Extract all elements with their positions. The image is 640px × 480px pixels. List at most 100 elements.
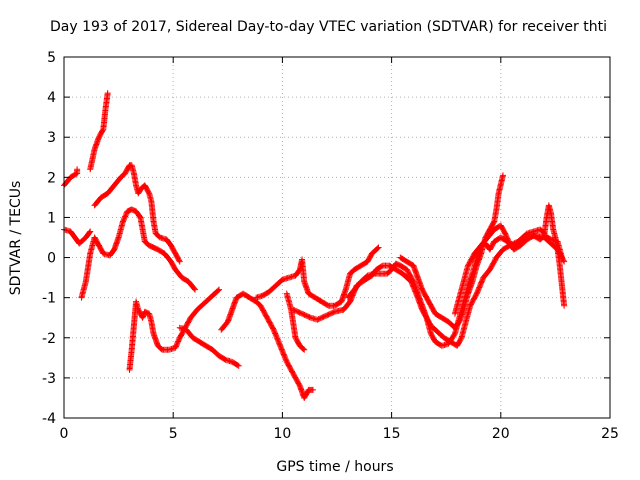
data-point bbox=[262, 312, 269, 319]
data-point bbox=[121, 215, 128, 222]
data-point bbox=[483, 236, 490, 243]
data-point bbox=[175, 338, 182, 345]
data-point bbox=[479, 277, 486, 284]
data-point bbox=[460, 279, 467, 286]
data-point bbox=[102, 191, 109, 198]
data-point bbox=[462, 320, 469, 327]
y-tick-label: 3 bbox=[47, 130, 56, 146]
data-point bbox=[503, 234, 510, 241]
data-point bbox=[115, 235, 122, 242]
data-point bbox=[470, 252, 477, 259]
data-point bbox=[99, 248, 106, 255]
data-point bbox=[130, 168, 137, 175]
data-point bbox=[295, 340, 302, 347]
data-point bbox=[233, 361, 240, 368]
data-point bbox=[300, 346, 307, 353]
x-tick-label: 20 bbox=[492, 426, 510, 442]
data-point bbox=[329, 309, 336, 316]
data-point bbox=[70, 232, 77, 239]
data-point bbox=[147, 197, 154, 204]
data-point bbox=[515, 238, 522, 245]
data-point bbox=[116, 176, 123, 183]
data-point bbox=[194, 337, 201, 344]
data-point bbox=[174, 339, 181, 346]
data-point bbox=[492, 256, 499, 263]
chart-title: Day 193 of 2017, Sidereal Day-to-day VTE… bbox=[50, 19, 607, 35]
data-point bbox=[422, 292, 429, 299]
data-point bbox=[349, 288, 356, 295]
data-point bbox=[500, 228, 507, 235]
data-point bbox=[99, 128, 106, 135]
data-point bbox=[485, 268, 492, 275]
data-point bbox=[336, 300, 343, 307]
data-point bbox=[132, 181, 139, 188]
data-point bbox=[109, 184, 116, 191]
y-tick-label: 2 bbox=[47, 170, 56, 186]
y-tick-label: 4 bbox=[47, 90, 56, 106]
data-point bbox=[457, 337, 464, 344]
data-point bbox=[367, 252, 374, 259]
data-point bbox=[401, 257, 408, 264]
data-point bbox=[82, 279, 89, 286]
data-point bbox=[166, 256, 173, 263]
data-point bbox=[504, 235, 511, 242]
data-point bbox=[150, 329, 157, 336]
data-point bbox=[395, 261, 402, 268]
y-tick-label: 1 bbox=[47, 210, 56, 226]
data-point bbox=[466, 304, 473, 311]
data-point bbox=[214, 288, 221, 295]
data-point bbox=[502, 231, 509, 238]
data-point bbox=[80, 236, 87, 243]
data-point bbox=[159, 249, 166, 256]
data-point bbox=[244, 293, 251, 300]
data-point bbox=[87, 251, 93, 258]
data-point bbox=[188, 332, 195, 339]
data-point bbox=[316, 297, 323, 304]
data-point bbox=[436, 341, 443, 348]
data-point bbox=[192, 308, 199, 315]
data-point bbox=[191, 285, 198, 292]
data-point bbox=[558, 253, 565, 260]
data-point bbox=[432, 327, 439, 334]
y-tick-label: 0 bbox=[47, 251, 56, 267]
data-point bbox=[190, 284, 197, 291]
data-point bbox=[144, 188, 151, 195]
data-point bbox=[301, 277, 308, 284]
x-tick-label: 5 bbox=[169, 426, 178, 442]
data-point bbox=[299, 345, 306, 352]
data-point bbox=[176, 257, 183, 264]
data-point bbox=[454, 320, 461, 327]
x-axis-label: GPS time / hours bbox=[276, 459, 393, 475]
data-point bbox=[397, 269, 404, 276]
data-point bbox=[269, 324, 276, 331]
data-point bbox=[172, 343, 179, 350]
data-point bbox=[175, 337, 182, 344]
data-point bbox=[220, 355, 227, 362]
data-point bbox=[522, 232, 529, 239]
data-point bbox=[345, 300, 352, 307]
data-point bbox=[323, 301, 330, 308]
data-point bbox=[464, 263, 471, 270]
y-tick-label: -3 bbox=[42, 371, 56, 387]
data-point bbox=[460, 307, 467, 314]
data-point bbox=[450, 332, 457, 339]
data-point bbox=[155, 232, 162, 239]
data-point bbox=[409, 276, 416, 283]
data-point bbox=[498, 248, 505, 255]
data-point bbox=[499, 173, 506, 180]
data-point bbox=[201, 300, 208, 307]
data-point bbox=[109, 248, 116, 255]
data-point bbox=[560, 301, 567, 308]
data-point bbox=[503, 232, 510, 239]
x-tick-label: 10 bbox=[273, 426, 291, 442]
data-point bbox=[121, 214, 128, 221]
data-point bbox=[547, 209, 554, 216]
data-point bbox=[147, 317, 154, 324]
data-point bbox=[464, 291, 471, 298]
data-point bbox=[423, 313, 430, 320]
data-point bbox=[135, 212, 142, 219]
data-point bbox=[408, 261, 415, 268]
y-tick-label: -2 bbox=[42, 331, 56, 347]
y-tick-label: -4 bbox=[42, 411, 56, 427]
